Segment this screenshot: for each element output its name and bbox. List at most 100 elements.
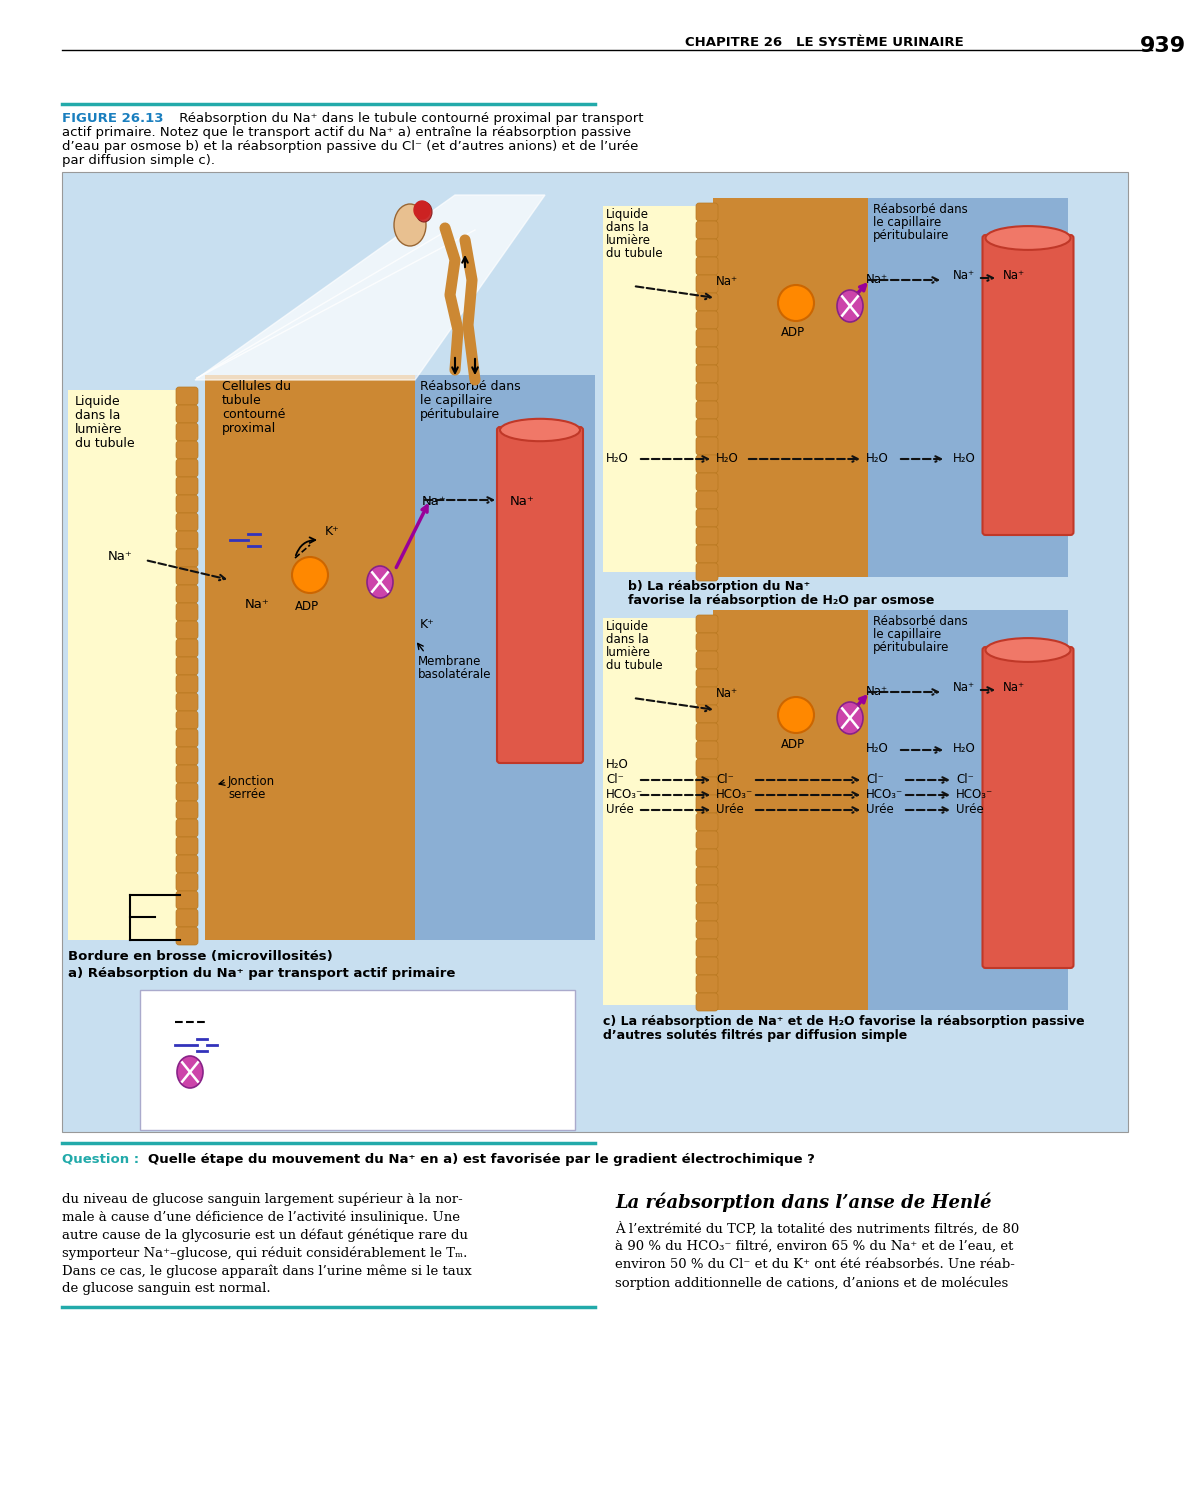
FancyBboxPatch shape bbox=[176, 495, 198, 513]
Text: Quelle étape du mouvement du Na⁺ en a) est favorisée par le gradient électrochim: Quelle étape du mouvement du Na⁺ en a) e… bbox=[148, 1154, 815, 1166]
Text: le capillaire: le capillaire bbox=[873, 628, 941, 640]
FancyBboxPatch shape bbox=[696, 867, 718, 885]
FancyBboxPatch shape bbox=[415, 375, 595, 940]
FancyBboxPatch shape bbox=[983, 646, 1073, 968]
FancyBboxPatch shape bbox=[696, 454, 718, 472]
Text: Na⁺: Na⁺ bbox=[716, 687, 738, 700]
FancyBboxPatch shape bbox=[713, 610, 868, 1010]
FancyBboxPatch shape bbox=[176, 765, 198, 783]
Circle shape bbox=[778, 285, 814, 321]
FancyBboxPatch shape bbox=[696, 346, 718, 364]
FancyBboxPatch shape bbox=[176, 549, 198, 567]
Text: dans la: dans la bbox=[75, 410, 120, 422]
FancyBboxPatch shape bbox=[696, 310, 718, 328]
Text: H₂O: H₂O bbox=[953, 742, 976, 754]
Ellipse shape bbox=[837, 702, 863, 734]
Text: Réabsorbé dans: Réabsorbé dans bbox=[873, 202, 967, 216]
Text: actif primaire. Notez que le transport actif du Na⁺ a) entraîne la réabsorption : actif primaire. Notez que le transport a… bbox=[62, 126, 631, 140]
FancyBboxPatch shape bbox=[205, 375, 415, 940]
FancyBboxPatch shape bbox=[696, 831, 718, 849]
Text: Urée: Urée bbox=[866, 802, 894, 816]
FancyBboxPatch shape bbox=[696, 238, 718, 256]
Circle shape bbox=[778, 698, 814, 734]
FancyBboxPatch shape bbox=[696, 939, 718, 957]
FancyBboxPatch shape bbox=[696, 975, 718, 993]
Text: contourné: contourné bbox=[223, 408, 286, 422]
Text: Transport actif primaire: Transport actif primaire bbox=[225, 1092, 381, 1106]
FancyBboxPatch shape bbox=[603, 618, 713, 1005]
FancyBboxPatch shape bbox=[176, 801, 198, 819]
FancyBboxPatch shape bbox=[696, 633, 718, 651]
FancyBboxPatch shape bbox=[176, 783, 198, 801]
FancyBboxPatch shape bbox=[696, 292, 718, 310]
FancyBboxPatch shape bbox=[176, 693, 198, 711]
Text: lumière: lumière bbox=[75, 423, 123, 436]
Text: favorise la réabsorption de H₂O par osmose: favorise la réabsorption de H₂O par osmo… bbox=[628, 594, 934, 608]
FancyBboxPatch shape bbox=[696, 256, 718, 274]
Text: À l’extrémité du TCP, la totalité des nutriments filtrés, de 80: À l’extrémité du TCP, la totalité des nu… bbox=[615, 1222, 1020, 1236]
FancyBboxPatch shape bbox=[696, 759, 718, 777]
FancyBboxPatch shape bbox=[696, 526, 718, 544]
FancyBboxPatch shape bbox=[696, 400, 718, 418]
Text: H₂O: H₂O bbox=[606, 452, 628, 465]
FancyBboxPatch shape bbox=[497, 427, 583, 764]
Text: a) Réabsorption du Na⁺ par transport actif primaire: a) Réabsorption du Na⁺ par transport act… bbox=[68, 968, 456, 980]
Text: Cl⁻: Cl⁻ bbox=[716, 772, 734, 786]
FancyBboxPatch shape bbox=[696, 885, 718, 903]
Text: ADP: ADP bbox=[295, 600, 319, 613]
FancyBboxPatch shape bbox=[696, 220, 718, 238]
Text: Na⁺: Na⁺ bbox=[511, 495, 534, 508]
Text: K⁺: K⁺ bbox=[420, 618, 434, 632]
Text: symporteur Na⁺–glucose, qui réduit considérablement le Tₘ.: symporteur Na⁺–glucose, qui réduit consi… bbox=[62, 1246, 468, 1260]
Text: Liquide: Liquide bbox=[606, 620, 649, 633]
FancyBboxPatch shape bbox=[696, 328, 718, 346]
Text: La réabsorption dans l’anse de Henlé: La réabsorption dans l’anse de Henlé bbox=[615, 1192, 991, 1212]
FancyBboxPatch shape bbox=[696, 202, 718, 220]
Text: HCO₃⁻: HCO₃⁻ bbox=[606, 788, 644, 801]
FancyBboxPatch shape bbox=[696, 993, 718, 1011]
Text: sorption additionnelle de cations, d’anions et de molécules: sorption additionnelle de cations, d’ani… bbox=[615, 1276, 1008, 1290]
FancyBboxPatch shape bbox=[176, 621, 198, 639]
Text: Pompe à sodium (Na⁺/K⁺ ATP-ase): Pompe à sodium (Na⁺/K⁺ ATP-ase) bbox=[211, 1064, 437, 1077]
Text: CHAPITRE 26   LE SYSTÈME URINAIRE: CHAPITRE 26 LE SYSTÈME URINAIRE bbox=[685, 36, 964, 50]
FancyBboxPatch shape bbox=[696, 705, 718, 723]
Text: Na⁺: Na⁺ bbox=[716, 274, 738, 288]
Text: H₂O: H₂O bbox=[716, 452, 739, 465]
Text: le capillaire: le capillaire bbox=[420, 394, 493, 406]
FancyBboxPatch shape bbox=[696, 795, 718, 813]
FancyBboxPatch shape bbox=[696, 723, 718, 741]
FancyBboxPatch shape bbox=[176, 927, 198, 945]
FancyBboxPatch shape bbox=[696, 669, 718, 687]
FancyBboxPatch shape bbox=[696, 364, 718, 382]
Text: du tubule: du tubule bbox=[606, 248, 663, 259]
Text: péritubulaire: péritubulaire bbox=[873, 230, 950, 242]
Text: Réabsorbé dans: Réabsorbé dans bbox=[873, 615, 967, 628]
FancyBboxPatch shape bbox=[696, 651, 718, 669]
FancyBboxPatch shape bbox=[696, 777, 718, 795]
FancyBboxPatch shape bbox=[176, 729, 198, 747]
FancyBboxPatch shape bbox=[176, 405, 198, 423]
FancyBboxPatch shape bbox=[696, 813, 718, 831]
Text: Urée: Urée bbox=[956, 802, 984, 816]
Text: Na⁺: Na⁺ bbox=[1003, 681, 1025, 694]
Text: FIGURE 26.13: FIGURE 26.13 bbox=[62, 112, 163, 125]
FancyBboxPatch shape bbox=[176, 459, 198, 477]
FancyBboxPatch shape bbox=[176, 567, 198, 585]
Text: basolatérale: basolatérale bbox=[418, 668, 491, 681]
Text: péritubulaire: péritubulaire bbox=[873, 640, 950, 654]
FancyBboxPatch shape bbox=[696, 382, 718, 400]
Ellipse shape bbox=[500, 419, 580, 441]
Text: Bordure en brosse (microvillosités): Bordure en brosse (microvillosités) bbox=[68, 950, 333, 963]
FancyBboxPatch shape bbox=[696, 849, 718, 867]
Text: HCO₃⁻: HCO₃⁻ bbox=[716, 788, 753, 801]
FancyBboxPatch shape bbox=[176, 675, 198, 693]
Ellipse shape bbox=[985, 638, 1071, 662]
Text: Na⁺: Na⁺ bbox=[1003, 268, 1025, 282]
Ellipse shape bbox=[416, 202, 432, 222]
Text: Réabsorbé dans: Réabsorbé dans bbox=[420, 380, 521, 393]
Text: Diffusion simple (passive): Diffusion simple (passive) bbox=[225, 1016, 397, 1029]
FancyBboxPatch shape bbox=[176, 855, 198, 873]
FancyBboxPatch shape bbox=[176, 657, 198, 675]
Text: Na⁺: Na⁺ bbox=[953, 681, 975, 694]
Text: Cellules du: Cellules du bbox=[223, 380, 292, 393]
